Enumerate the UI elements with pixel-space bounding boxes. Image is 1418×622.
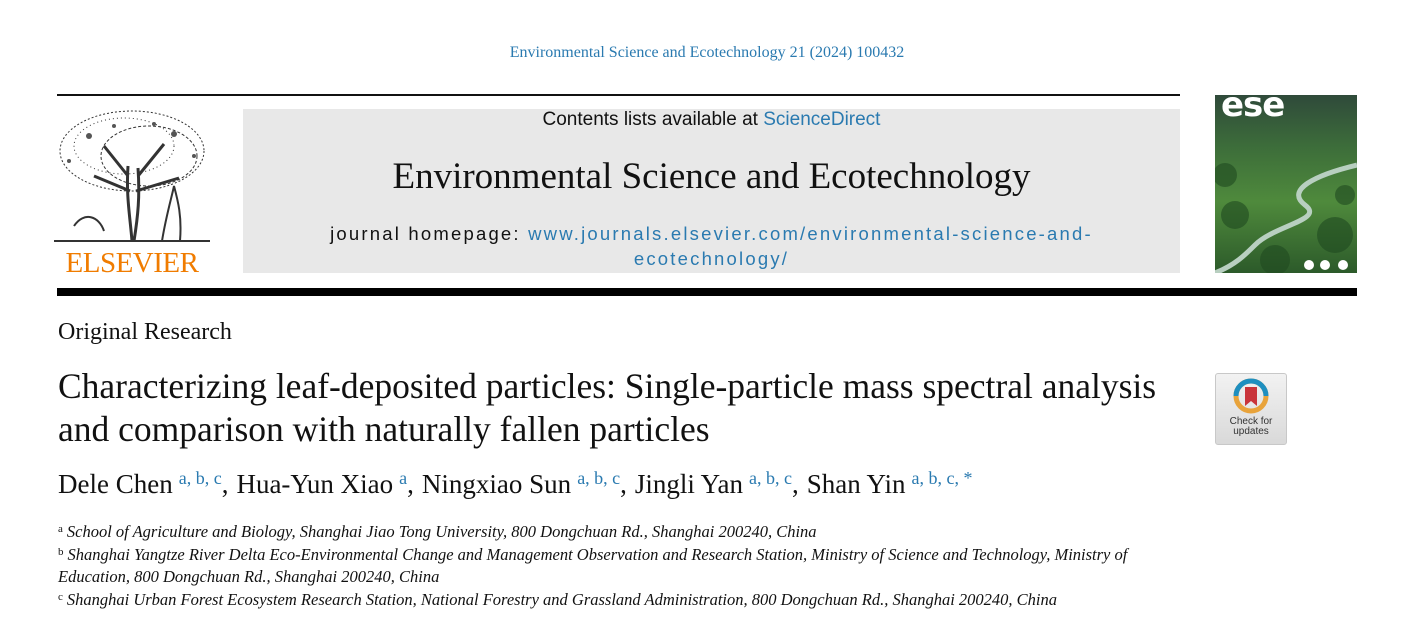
author-affiliation-marks: a, b, c: [178, 468, 222, 488]
author-name[interactable]: Jingli Yan: [634, 469, 743, 499]
contents-line: Contents lists available at ScienceDirec…: [243, 109, 1180, 131]
author-name[interactable]: Shan Yin: [806, 469, 906, 499]
journal-cover[interactable]: ese: [1215, 95, 1357, 273]
affiliation: c Shanghai Urban Forest Ecosystem Researc…: [58, 587, 1153, 610]
affiliation-label: c: [58, 590, 63, 603]
journal-name: Environmental Science and Ecotechnology: [392, 156, 1031, 197]
affiliation-list: a School of Agriculture and Biology, Shan…: [58, 519, 1153, 610]
cover-image: [1215, 162, 1357, 273]
author-separator: ,: [620, 469, 627, 499]
author-affiliation-marks: a, b, c: [577, 468, 621, 488]
publisher-name: ELSEVIER: [65, 247, 199, 279]
check-updates-icon: [1233, 378, 1269, 414]
contents-prefix: Contents lists available at: [542, 109, 758, 130]
sciencedirect-link[interactable]: ScienceDirect: [763, 109, 881, 130]
author-affiliation-marks: a, b, c, *: [911, 468, 973, 488]
affiliation-text: School of Agriculture and Biology, Shang…: [66, 522, 817, 541]
author-separator: ,: [221, 469, 229, 499]
top-rule: [57, 94, 1180, 96]
affiliation: a School of Agriculture and Biology, Shan…: [58, 519, 1153, 542]
author-name[interactable]: Dele Chen: [58, 469, 173, 499]
journal-banner: Contents lists available at ScienceDirec…: [243, 109, 1180, 273]
author-name[interactable]: Ningxiao Sun: [421, 469, 572, 499]
cover-title: ese: [1221, 95, 1285, 125]
publisher-logo[interactable]: [54, 106, 210, 278]
article-title: Characterizing leaf-deposited particles:…: [58, 366, 1157, 449]
homepage-line: journal homepage: www.journals.elsevier.…: [259, 221, 1164, 271]
author-separator: ,: [407, 469, 414, 499]
affiliation: b Shanghai Yangtze River Delta Eco-Enviro…: [58, 542, 1153, 587]
author-list: Dele Chen a, b, c, Hua-Yun Xiao a, Ningxiao …: [58, 468, 972, 500]
article-type: Original Research: [58, 319, 232, 345]
check-updates-badge[interactable]: Check for updates: [1215, 373, 1287, 445]
affiliation-text: Shanghai Yangtze River Delta Eco-Environ…: [58, 545, 1128, 586]
affiliation-text: Shanghai Urban Forest Ecosystem Research…: [66, 589, 1058, 609]
author-affiliation-marks: a, b, c: [748, 468, 792, 488]
affiliation-label: a: [58, 523, 63, 535]
header-bar: [57, 288, 1357, 296]
homepage-prefix: journal homepage:: [330, 223, 521, 244]
citation[interactable]: Environmental Science and Ecotechnology …: [509, 44, 905, 61]
author-name[interactable]: Hua-Yun Xiao: [236, 469, 394, 499]
homepage-link[interactable]: www.journals.elsevier.com/environmental-…: [528, 223, 1093, 269]
affiliation-label: b: [58, 546, 64, 559]
author-affiliation-marks: a: [399, 468, 408, 488]
author-separator: ,: [791, 469, 799, 499]
check-updates-text: Check for updates: [1229, 416, 1273, 437]
